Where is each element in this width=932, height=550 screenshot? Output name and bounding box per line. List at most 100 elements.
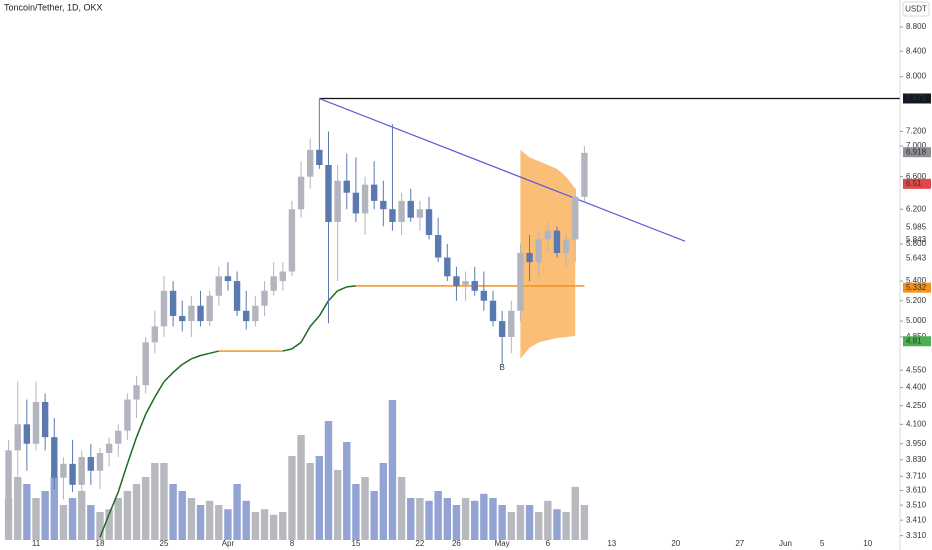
volume-bar <box>507 512 515 540</box>
volume-bar <box>471 500 479 540</box>
price-tag-label: 6.51 <box>906 179 922 188</box>
volume-bar <box>343 442 351 540</box>
candle-body <box>352 192 360 214</box>
volume-bar <box>87 505 95 540</box>
y-tick-label: 5.200 <box>906 296 927 305</box>
volume-bar <box>516 505 525 540</box>
volume-bar <box>50 477 58 540</box>
y-tick-label: 5.000 <box>906 316 927 325</box>
candle-body <box>380 200 387 210</box>
y-tick-label: 3.710 <box>906 471 927 480</box>
candle-body <box>261 290 268 306</box>
baseline-segment <box>108 491 119 515</box>
y-tick-label: 3.950 <box>906 439 927 448</box>
candle-body <box>553 230 561 253</box>
y-tick-label: 3.830 <box>906 455 927 464</box>
baseline-segment <box>181 358 192 366</box>
candle-body <box>462 281 469 286</box>
baseline-segment <box>327 290 339 302</box>
volume-bar <box>59 505 68 540</box>
volume-bar <box>205 500 214 540</box>
price-tag <box>903 282 931 293</box>
volume-bar <box>288 456 296 540</box>
y-tick-label: 4.100 <box>906 419 927 428</box>
y-tick-label: 5.800 <box>906 239 927 248</box>
candle-body <box>197 305 204 322</box>
candle-body <box>535 239 542 263</box>
baseline-segment <box>346 285 356 288</box>
volume-bar <box>178 491 186 540</box>
volume-bar <box>32 498 40 540</box>
candle-body <box>115 430 122 444</box>
candle-body <box>23 424 31 444</box>
x-tick-label: Jun <box>779 539 792 548</box>
candle-body <box>334 180 341 222</box>
candle-body <box>151 326 159 343</box>
candle-body <box>517 252 524 311</box>
volume-bar <box>132 484 141 540</box>
volume-bar <box>333 470 342 540</box>
x-tick-label: May <box>495 539 510 548</box>
volume-bar <box>480 493 488 540</box>
volume-bar <box>306 463 314 540</box>
candle-body <box>87 457 95 471</box>
x-tick-label: 15 <box>351 539 360 548</box>
chart-title: Toncoin/Tether, 1D, OKX <box>4 2 103 12</box>
y-tick-label: 3.410 <box>906 515 927 524</box>
volume-bar <box>68 498 77 540</box>
volume-bar <box>452 505 461 540</box>
candle-body <box>96 453 104 471</box>
x-tick-label: 13 <box>607 539 616 548</box>
candle-body <box>416 209 424 218</box>
candle-body <box>69 463 76 485</box>
candle-body <box>288 209 296 272</box>
volume-bar <box>425 500 433 540</box>
volume-bar <box>187 498 196 540</box>
candle-body <box>41 401 49 438</box>
x-tick-label: Apr <box>222 539 235 548</box>
volume-bar <box>141 477 150 540</box>
candle-body <box>142 342 149 386</box>
candle-body <box>444 257 451 277</box>
price-tag-label: 7.671 <box>906 94 927 103</box>
y-tick-label: 6.600 <box>906 172 927 181</box>
volume-bar <box>151 463 159 540</box>
baseline-segment <box>163 371 174 383</box>
candle-body <box>425 209 433 236</box>
baseline-segment <box>282 348 293 352</box>
volume-bar <box>388 400 397 540</box>
volume-bar <box>416 498 424 540</box>
zone <box>520 149 576 359</box>
x-tick-label: 10 <box>863 539 872 548</box>
candle-body <box>14 424 21 451</box>
baseline-segment <box>291 341 302 350</box>
baseline-segment <box>135 414 147 438</box>
volume-bar <box>233 484 241 540</box>
candle-body <box>471 281 478 291</box>
volume-bar <box>105 509 113 540</box>
y-tick-label: 3.310 <box>906 531 927 540</box>
baseline-segment <box>318 300 330 317</box>
volume-bar <box>224 509 232 540</box>
volume-bar <box>96 512 104 540</box>
x-tick-label: 26 <box>452 539 461 548</box>
y-tick-label: 8.400 <box>906 46 927 55</box>
volume-bar <box>114 498 122 540</box>
candle-body <box>572 196 579 240</box>
volume-bar <box>562 512 570 540</box>
candle-body <box>224 276 232 282</box>
currency-box[interactable] <box>902 1 930 17</box>
baseline-segment <box>172 363 183 374</box>
volume-bar <box>279 512 287 540</box>
volume-bar <box>242 500 250 540</box>
candle-body <box>169 290 177 316</box>
annotation: B <box>499 363 504 372</box>
candle-body <box>453 276 460 286</box>
baseline-segment <box>209 350 219 355</box>
candle-body <box>316 149 323 166</box>
candle-body <box>206 295 213 322</box>
volume-bar <box>78 491 86 540</box>
candle-body <box>252 305 259 322</box>
x-tick-label: 5 <box>820 539 825 548</box>
